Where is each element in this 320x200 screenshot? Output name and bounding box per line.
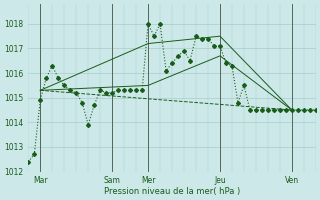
X-axis label: Pression niveau de la mer( hPa ): Pression niveau de la mer( hPa ) (104, 187, 240, 196)
